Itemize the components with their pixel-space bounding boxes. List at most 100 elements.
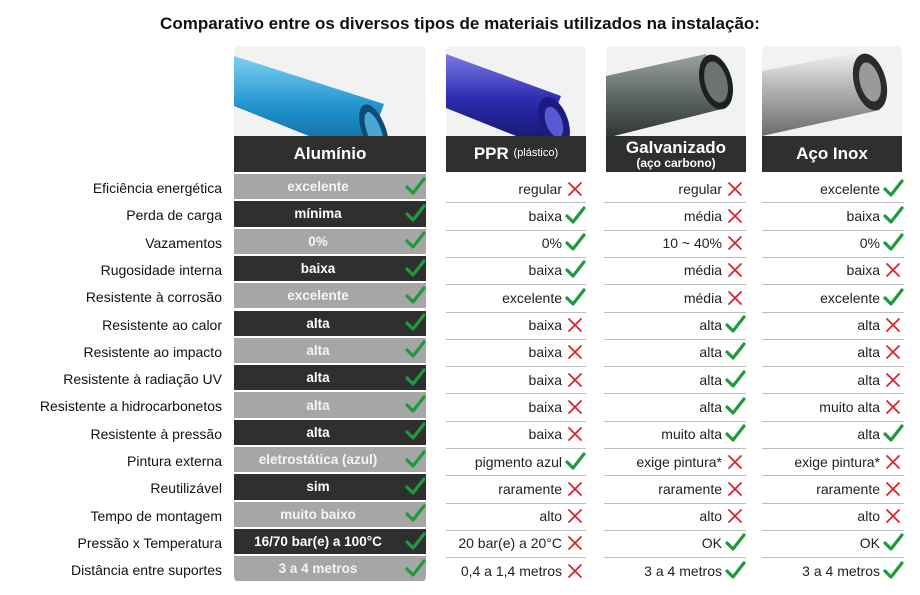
row-divider — [604, 393, 746, 395]
cell-value: baixa — [300, 261, 336, 277]
row-label: Tempo de montagem — [90, 507, 222, 524]
row-divider — [604, 284, 746, 286]
cross-icon — [568, 318, 582, 332]
table-cell: OK — [604, 531, 746, 556]
check-icon — [405, 477, 426, 495]
row-divider — [446, 366, 586, 368]
cross-icon — [886, 345, 900, 360]
cross-icon — [728, 509, 742, 523]
cell-value: baixa — [528, 398, 562, 415]
check-icon — [405, 313, 426, 331]
row-divider — [604, 557, 746, 559]
check-icon — [565, 451, 586, 470]
row-label: Resistente à pressão — [90, 425, 222, 442]
cell-value: exige pintura* — [794, 453, 880, 470]
check-icon — [725, 342, 746, 360]
row-divider — [762, 311, 904, 313]
cell-value: excelente — [287, 179, 349, 195]
cell-value: raramente — [816, 480, 880, 497]
table-cell: muito alta — [604, 422, 746, 447]
table-cell: alta — [762, 367, 904, 392]
header-galvanizado-label: Galvanizado — [625, 137, 727, 157]
row-divider — [604, 366, 746, 368]
check-icon — [883, 288, 904, 306]
row-divider — [446, 393, 586, 395]
table-cell: exige pintura* — [762, 449, 904, 474]
table-cell: média — [604, 203, 746, 228]
cell-value: alta — [306, 315, 330, 331]
table-cell: 0,4 a 1,4 metros — [446, 558, 586, 583]
header-aluminio-label: Alumínio — [293, 144, 367, 164]
check-icon — [883, 561, 904, 579]
row-divider — [604, 202, 746, 204]
row-divider — [446, 529, 586, 531]
table-cell: baixa — [762, 258, 904, 283]
check-icon — [405, 531, 426, 550]
cross-icon — [728, 454, 742, 469]
row-divider — [446, 557, 586, 559]
cell-value: alta — [857, 426, 880, 443]
row-divider — [762, 557, 904, 559]
row-label: Resistente a hidrocarbonetos — [39, 398, 222, 415]
cell-value: baixa — [528, 426, 562, 443]
cell-value: baixa — [528, 344, 562, 361]
check-icon — [405, 559, 426, 577]
cross-icon — [886, 372, 900, 387]
cell-value: alta — [699, 344, 722, 361]
aluminio-cell: alta — [234, 392, 426, 418]
row-divider — [604, 475, 746, 477]
row-divider — [762, 284, 904, 286]
cell-value: muito baixo — [280, 506, 356, 522]
check-icon — [405, 340, 426, 359]
row-label: Rugosidade interna — [100, 261, 222, 278]
table-cell: alta — [604, 340, 746, 365]
header-aco-inox-label: Aço Inox — [796, 144, 868, 164]
aluminio-cell: sim — [234, 474, 426, 500]
check-icon — [565, 206, 586, 224]
aluminio-column: excelente mínima 0% baixa excelente alta alta a… — [234, 174, 426, 584]
aluminio-cell: baixa — [234, 255, 426, 282]
aluminio-cell: excelente — [234, 174, 426, 200]
cell-value: raramente — [658, 480, 722, 497]
cross-icon — [728, 481, 742, 496]
table-cell: alta — [762, 313, 904, 338]
cross-icon — [568, 372, 582, 387]
cell-value: sim — [306, 479, 330, 495]
cell-value: 10 ~ 40% — [662, 235, 722, 252]
table-cell: média — [604, 285, 746, 310]
cross-icon — [728, 181, 742, 196]
cross-icon — [728, 236, 742, 250]
cross-icon — [568, 509, 582, 523]
row-divider — [762, 475, 904, 477]
cell-value: excelente — [820, 180, 880, 197]
cell-value: alta — [699, 371, 722, 388]
row-label: Resistente à radiação UV — [63, 371, 222, 388]
row-label: Pintura externa — [127, 453, 222, 469]
table-cell: 3 a 4 metros — [762, 558, 904, 583]
table-cell: baixa — [446, 203, 586, 228]
cell-value: pigmento azul — [474, 453, 562, 470]
cell-value: muito alta — [819, 398, 880, 415]
row-divider — [762, 393, 904, 395]
cell-value: 3 a 4 metros — [278, 561, 358, 577]
row-divider — [446, 256, 586, 258]
row-label: Reutilizável — [150, 480, 222, 497]
table-cell: regular — [604, 176, 746, 201]
cell-value: alta — [699, 317, 722, 333]
table-cell: raramente — [446, 476, 586, 501]
header-ppr-label: PPR — [473, 144, 509, 164]
check-icon — [725, 369, 746, 388]
row-divider — [604, 229, 746, 231]
header-galvanizado-note: (aço carbono) — [636, 155, 716, 170]
table-cell: alta — [604, 313, 746, 338]
row-divider — [604, 420, 746, 422]
table-cell: alto — [762, 504, 904, 529]
row-divider — [762, 256, 904, 258]
table-cell: excelente — [762, 176, 904, 201]
cell-value: muito alta — [661, 426, 722, 443]
table-cell: baixa — [446, 313, 586, 338]
row-divider — [604, 311, 746, 313]
table-cell: alta — [762, 422, 904, 447]
check-icon — [725, 424, 746, 442]
table-cell: baixa — [762, 203, 904, 228]
